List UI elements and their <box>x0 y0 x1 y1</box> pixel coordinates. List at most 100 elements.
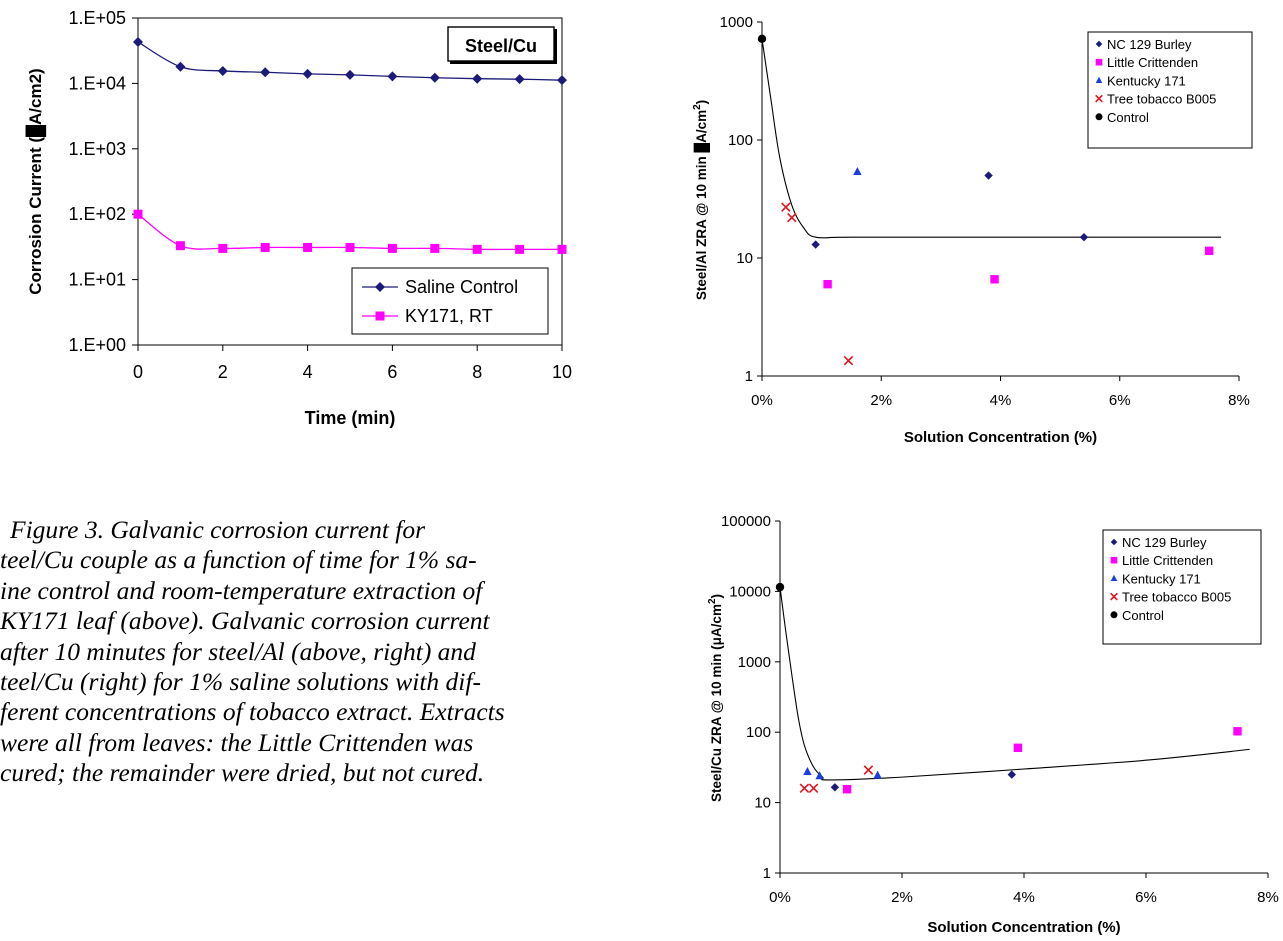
y-tick-label: 1.E+04 <box>68 73 126 93</box>
legend-marker <box>1095 94 1103 103</box>
x-tick-label: 2% <box>891 889 913 906</box>
legend-label: Control <box>1107 110 1149 125</box>
legend: NC 129 Burley Little Crittenden Kentucky 1… <box>1102 529 1262 645</box>
data-point <box>799 783 810 793</box>
x-tick-label: 6% <box>1109 392 1131 409</box>
x-tick-label: 2 <box>218 362 228 382</box>
legend-marker <box>1095 40 1103 48</box>
y-axis-label: Steel/Al ZRA @ 10 min █A/cm2) <box>692 100 711 300</box>
data-point <box>175 241 185 251</box>
data-point <box>990 275 999 284</box>
data-point <box>133 209 143 219</box>
legend-label: Tree tobacco B005 <box>1122 590 1231 605</box>
data-point <box>514 74 525 85</box>
caption-line: ine control and room-temperature extract… <box>0 575 483 605</box>
y-axis-label-text: Corrosion Current (█A/cm2) <box>25 68 47 294</box>
y-tick-label: 10 <box>754 795 771 812</box>
x-tick-label: 6 <box>387 362 397 382</box>
legend-marker <box>1110 611 1118 619</box>
caption-line: were all from leaves: the Little Critten… <box>0 727 474 757</box>
x-tick-label: 0% <box>751 392 773 409</box>
y-tick-label: 1000 <box>720 14 753 31</box>
data-point <box>387 243 397 253</box>
data-point <box>1233 727 1242 736</box>
x-axis-label: Time (min) <box>305 408 396 428</box>
y-axis-label-text: Steel/Al ZRA @ 10 min █A/cm2) <box>692 100 711 300</box>
data-point <box>811 240 820 249</box>
steel-al-chart: 1 10 100 1000 0% 2% 4% 6% 8% Solution Concentrati… <box>692 14 1253 446</box>
data-point <box>853 166 862 175</box>
data-point <box>260 67 271 78</box>
legend-label: Control <box>1122 608 1164 623</box>
legend-label: NC 129 Burley <box>1107 37 1192 52</box>
y-tick-label: 10000 <box>729 583 771 600</box>
data-point <box>873 770 882 779</box>
chart-title-box: Steel/Cu <box>447 26 557 64</box>
legend-marker <box>1110 538 1118 546</box>
y-tick-label: 10 <box>736 250 753 267</box>
data-point <box>557 244 567 254</box>
plot-area <box>137 17 563 346</box>
data-point <box>429 72 440 83</box>
y-tick-label: 1.E+03 <box>68 139 126 159</box>
data-point <box>345 69 355 80</box>
y-tick-label: 1 <box>745 368 753 385</box>
legend-label: Kentucky 171 <box>1107 73 1186 88</box>
data-point <box>217 65 228 76</box>
data-point <box>133 36 143 47</box>
x-tick-label: 2% <box>870 392 892 409</box>
data-point <box>830 783 840 792</box>
y-tick-label: 100 <box>728 132 753 149</box>
data-point <box>303 242 313 252</box>
y-axis-label: Corrosion Current (█A/cm2) <box>25 68 47 294</box>
data-point <box>781 202 791 212</box>
caption-line: teel/Cu (right) for 1% saline solutions … <box>0 667 481 697</box>
legend-label: Saline Control <box>405 277 518 297</box>
legend-marker <box>1095 113 1103 121</box>
figure-caption: Figure 3. Galvanic corrosion current for… <box>0 515 640 789</box>
y-tick-label: 1.E+00 <box>68 335 126 355</box>
data-point <box>1204 246 1214 256</box>
legend-label: Little Crittenden <box>1122 553 1213 568</box>
data-point <box>260 242 270 252</box>
y-tick-label: 1.E+01 <box>68 270 126 290</box>
data-point <box>803 767 812 776</box>
data-point <box>472 73 483 84</box>
y-tick-label: 1 <box>763 865 771 882</box>
chart-title: Steel/Cu <box>465 36 537 56</box>
legend-marker <box>1095 58 1103 66</box>
data-point <box>815 771 824 780</box>
x-tick-label: 4% <box>1013 889 1035 906</box>
data-point <box>515 244 525 254</box>
data-point <box>757 34 767 44</box>
data-point <box>1079 233 1089 242</box>
data-point <box>1007 770 1016 779</box>
legend-marker <box>1110 574 1118 582</box>
caption-line: KY171 leaf (above). Galvanic corrosion c… <box>0 606 490 636</box>
x-tick-label: 0% <box>769 889 791 906</box>
data-point <box>823 279 832 289</box>
data-point <box>787 212 797 223</box>
title-frame <box>447 26 555 62</box>
data-point <box>842 785 852 794</box>
y-axis-label: Steel/Cu ZRA @ 10 min (μA/cm2) <box>707 594 724 802</box>
x-axis-label: Solution Concentration (%) <box>904 429 1097 446</box>
x-tick-label: 8% <box>1228 392 1250 409</box>
legend-label: KY171, RT <box>405 306 493 326</box>
x-tick-label: 4% <box>990 392 1012 409</box>
legend-label: Tree tobacco B005 <box>1107 92 1216 107</box>
legend-marker <box>375 311 385 321</box>
legend: NC 129 Burley Little Crittenden Kentucky 1… <box>1087 31 1253 149</box>
data-point <box>430 243 440 253</box>
time-chart: 1.E+00 1.E+01 1.E+02 1.E+03 1.E+04 1.E+05 0 2 4 6… <box>25 8 572 428</box>
y-tick-label: 100 <box>746 724 771 741</box>
legend-marker <box>1110 556 1118 564</box>
data-point <box>302 68 313 79</box>
caption-line: after 10 minutes for steel/Al (above, ri… <box>0 636 476 666</box>
y-tick-label: 100000 <box>721 513 771 530</box>
x-tick-label: 8 <box>472 362 482 382</box>
y-tick-label: 1.E+02 <box>68 204 126 224</box>
legend-label: Little Crittenden <box>1107 55 1198 70</box>
data-point <box>472 244 482 254</box>
data-point <box>387 71 398 82</box>
